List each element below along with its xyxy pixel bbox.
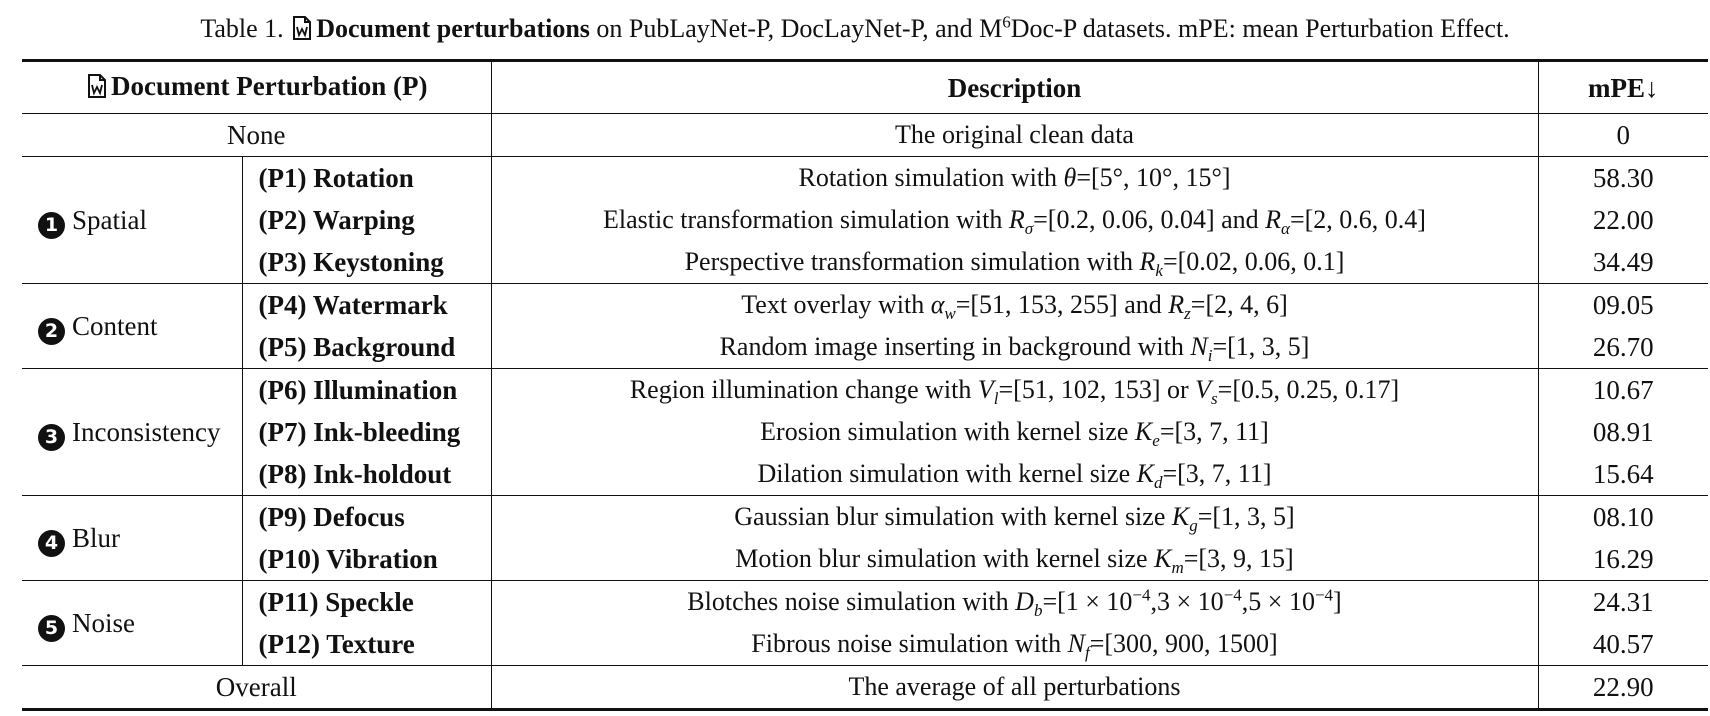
perturbation-mpe: 08.91 <box>1592 417 1654 447</box>
overall-mpe: 22.90 <box>1538 665 1708 710</box>
perturbation-name: (P3) Keystoning <box>241 241 492 284</box>
circled-number-icon: 1 <box>38 212 65 239</box>
table-caption: Table 1. Document perturbations on PubLa… <box>0 12 1710 49</box>
group-noise: 5 Noise <box>22 580 242 666</box>
perturbation-mpe: 09.05 <box>1538 283 1708 326</box>
perturbation-mpe: 26.70 <box>1592 332 1654 362</box>
perturbation-description: Rotation simulation with θ=[5°, 10°, 15°… <box>491 156 1539 199</box>
group-label: Content <box>72 311 158 341</box>
caption-rest-2: Doc-P datasets. mPE: mean Perturbation E… <box>1010 14 1510 43</box>
header-mpe: mPE↓ <box>1588 72 1659 103</box>
group-label: Inconsistency <box>72 417 221 447</box>
perturbation-name: (P11) Speckle <box>241 580 492 623</box>
perturbation-mpe: 08.10 <box>1538 495 1708 538</box>
perturbation-mpe: 15.64 <box>1592 459 1654 489</box>
perturbation-description: Erosion simulation with kernel size Ke=[… <box>491 411 1539 453</box>
circled-number-icon: 3 <box>38 424 65 451</box>
perturbation-name: (P4) Watermark <box>241 283 492 326</box>
overall-description: The average of all perturbations <box>491 665 1539 710</box>
perturbation-description: Text overlay with αw=[51, 153, 255] and … <box>491 283 1539 326</box>
caption-bold: Document perturbations <box>316 14 590 43</box>
group-blur: 4 Blur <box>22 495 242 581</box>
table-row: 2 Content (P4) Watermark Text overlay wit… <box>22 283 1708 369</box>
perturbation-description: Perspective transformation simulation wi… <box>491 241 1539 284</box>
caption-prefix: Table 1. <box>200 14 284 43</box>
overall-label: Overall <box>22 665 492 710</box>
table-row: 4 Blur (P9) Defocus Gaussian blur simulat… <box>22 495 1708 581</box>
group-inconsistency: 3 Inconsistency <box>22 368 242 496</box>
perturbation-description: Gaussian blur simulation with kernel siz… <box>491 495 1539 538</box>
perturbation-description: Fibrous noise simulation with Nf=[300, 9… <box>491 623 1539 666</box>
table-row: (P10) Vibration Motion blur simulation w… <box>22 538 1708 581</box>
perturbation-name: (P10) Vibration <box>241 538 492 581</box>
circled-number-icon: 2 <box>38 318 65 345</box>
perturbation-name: (P9) Defocus <box>241 495 492 538</box>
perturbation-table: Document Perturbation (P) Description mP… <box>22 59 1708 711</box>
table-row: (P5) Background Random image inserting i… <box>22 326 1708 369</box>
table-row: (P3) Keystoning Perspective transformati… <box>22 241 1708 284</box>
header-description: Description <box>491 60 1539 114</box>
perturbation-mpe: 22.00 <box>1592 205 1654 235</box>
document-icon <box>292 15 312 49</box>
perturbation-mpe: 58.30 <box>1538 156 1708 199</box>
none-label: None <box>22 113 492 157</box>
perturbation-description: Region illumination change with Vl=[51, … <box>491 368 1539 411</box>
circled-number-icon: 4 <box>38 530 65 557</box>
perturbation-name: (P2) Warping <box>241 199 492 241</box>
table-row: (P12) Texture Fibrous noise simulation w… <box>22 623 1708 666</box>
table-row: 3 Inconsistency (P6) Illumination Region … <box>22 368 1708 496</box>
perturbation-name: (P5) Background <box>241 326 492 369</box>
table-row: (P7) Ink-bleeding Erosion simulation wit… <box>22 411 1708 453</box>
perturbation-mpe: 10.67 <box>1538 368 1708 411</box>
perturbation-table-wrap: Document Perturbation (P) Description mP… <box>22 59 1708 711</box>
circled-number-icon: 5 <box>38 615 65 642</box>
table-row: 1 Spatial (P1) Rotation Rotation simulati… <box>22 156 1708 284</box>
header-row: Document Perturbation (P) Description mP… <box>22 60 1708 114</box>
perturbation-description: Motion blur simulation with kernel size … <box>491 538 1539 581</box>
perturbation-description: Random image inserting in background wit… <box>491 326 1539 369</box>
table-row: 5 Noise (P11) Speckle Blotches noise simu… <box>22 580 1708 666</box>
perturbation-mpe: 16.29 <box>1592 544 1654 574</box>
perturbation-description: Elastic transformation simulation with R… <box>491 199 1539 241</box>
perturbation-name: (P8) Ink-holdout <box>241 453 492 496</box>
group-content: 2 Content <box>22 283 242 369</box>
perturbation-description: Blotches noise simulation with Db=[1 × 1… <box>491 580 1539 623</box>
table-row: None The original clean data 0 <box>22 113 1708 157</box>
header-perturbation-label: Document Perturbation (P) <box>111 71 428 101</box>
document-icon <box>87 65 107 113</box>
perturbation-name: (P1) Rotation <box>241 156 492 199</box>
caption-rest-1: on PubLayNet-P, DocLayNet-P, and M <box>596 14 1003 43</box>
perturbation-description: Dilation simulation with kernel size Kd=… <box>491 453 1539 496</box>
none-mpe: 0 <box>1538 113 1708 157</box>
caption-sup: 6 <box>1002 12 1011 32</box>
perturbation-name: (P6) Illumination <box>241 368 492 411</box>
group-label: Noise <box>72 608 135 638</box>
group-label: Spatial <box>72 205 147 235</box>
perturbation-name: (P7) Ink-bleeding <box>241 411 492 453</box>
perturbation-name: (P12) Texture <box>241 623 492 666</box>
perturbation-mpe: 40.57 <box>1592 629 1654 659</box>
header-perturbation: Document Perturbation (P) <box>22 60 492 114</box>
perturbation-mpe: 24.31 <box>1538 580 1708 623</box>
group-spatial: 1 Spatial <box>22 156 242 284</box>
none-description: The original clean data <box>491 113 1539 157</box>
table-row: (P8) Ink-holdout Dilation simulation wit… <box>22 453 1708 496</box>
overall-row: Overall The average of all perturbations… <box>22 665 1708 710</box>
group-label: Blur <box>72 523 121 553</box>
perturbation-mpe: 34.49 <box>1592 247 1654 277</box>
table-row: (P2) Warping Elastic transformation simu… <box>22 199 1708 241</box>
